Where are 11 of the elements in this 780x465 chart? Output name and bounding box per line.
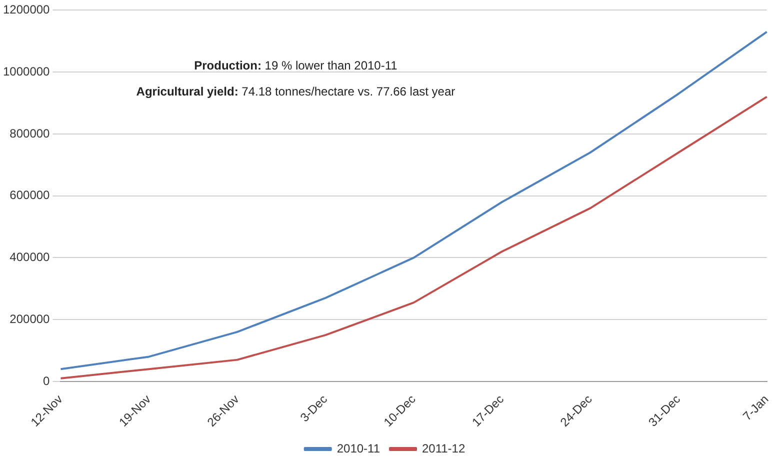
y-tick-label: 200000 bbox=[10, 312, 50, 326]
y-tick-label: 800000 bbox=[10, 126, 50, 140]
y-tick-label: 1000000 bbox=[3, 64, 50, 78]
y-tick-label: 1200000 bbox=[3, 2, 50, 17]
annotation: Agricultural yield: 74.18 tonnes/hectare vs. 77.66 last year bbox=[136, 84, 456, 99]
y-tick-label: 600000 bbox=[10, 188, 50, 202]
y-tick-label: 0 bbox=[43, 374, 50, 388]
annotation: Production: 19 % lower than 2010-11 bbox=[194, 58, 398, 73]
legend-label: 2011-12 bbox=[422, 441, 466, 456]
legend-label: 2010-11 bbox=[336, 441, 380, 456]
y-tick-label: 400000 bbox=[10, 250, 50, 264]
